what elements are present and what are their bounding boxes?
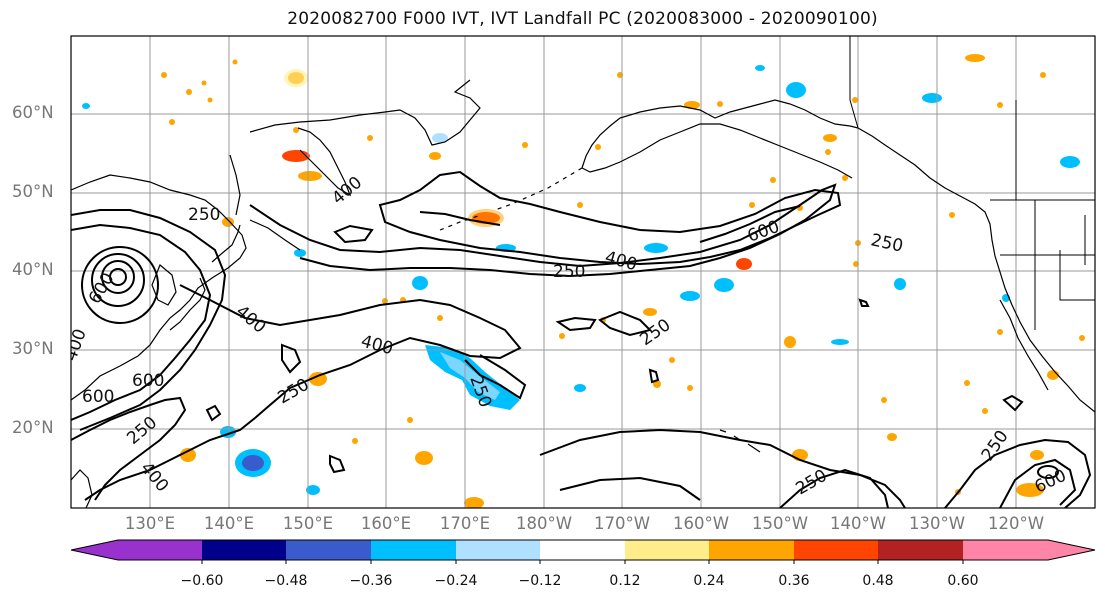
lon-label: 180°W: [515, 514, 573, 533]
colorbar-tick-label: −0.36: [349, 573, 393, 589]
colorbar-segment: [794, 540, 878, 560]
contour-label: 600: [82, 387, 114, 407]
colorbar-segment: [202, 540, 286, 560]
lat-label: 30°N: [12, 339, 54, 358]
colorbar-segment: [878, 540, 963, 560]
colorbar-segment: [371, 540, 456, 560]
lon-label: 150°E: [282, 514, 334, 533]
lon-label: 160°E: [360, 514, 412, 533]
lat-label: 20°N: [12, 418, 54, 437]
borders: [849, 36, 1095, 330]
map-frame: [70, 35, 1096, 509]
colorbar-tick-label: −0.12: [518, 573, 562, 589]
colorbar-tick-label: −0.24: [434, 573, 478, 589]
colorbar-segment: [456, 540, 540, 560]
colorbar-tick-label: 0.48: [862, 573, 894, 589]
contour-label: 250: [188, 205, 220, 225]
contour-label: 600: [132, 371, 164, 391]
lat-label: 60°N: [12, 103, 54, 122]
ivt-contours: [71, 170, 1092, 508]
colorbar-segment: [540, 540, 625, 560]
map-title: 2020082700 F000 IVT, IVT Landfall PC (20…: [287, 9, 878, 29]
colorbar: [70, 539, 1096, 564]
lon-label: 160°W: [672, 514, 730, 533]
coastlines: [71, 79, 1095, 508]
colorbar-tick-label: −0.60: [180, 573, 224, 589]
lon-label: 170°W: [593, 514, 651, 533]
lat-label: 50°N: [12, 182, 54, 201]
colorbar-high-extend: [1048, 540, 1095, 560]
colorbar-segment: [625, 540, 709, 560]
colorbar-low-extend: [71, 540, 118, 560]
colorbar-segment: [709, 540, 794, 560]
colorbar-tick-label: 0.60: [947, 573, 979, 589]
lon-label: 130°W: [908, 514, 966, 533]
lon-label: 130°E: [124, 514, 176, 533]
contour-label: 250: [553, 262, 585, 282]
colorbar-tick-label: −0.48: [264, 573, 308, 589]
colorbar-tick-label: 0.36: [778, 573, 810, 589]
lon-label: 170°E: [439, 514, 491, 533]
lat-label: 40°N: [12, 260, 54, 279]
colorbar-tick-label: 0.24: [693, 573, 725, 589]
colorbar-segment: [963, 540, 1048, 560]
lon-label: 120°W: [987, 514, 1045, 533]
lon-label: 140°E: [203, 514, 255, 533]
graticule: [71, 36, 1095, 508]
map-panel: 250 400 600 250 400 600 250 400 250 400 …: [71, 36, 1095, 508]
colorbar-segment: [118, 540, 202, 560]
lon-label: 150°W: [751, 514, 809, 533]
negative-anomaly-patches: [82, 65, 1080, 495]
colorbar-tick-label: 0.12: [609, 573, 641, 589]
lon-label: 140°W: [829, 514, 887, 533]
colorbar-segment: [286, 540, 371, 560]
